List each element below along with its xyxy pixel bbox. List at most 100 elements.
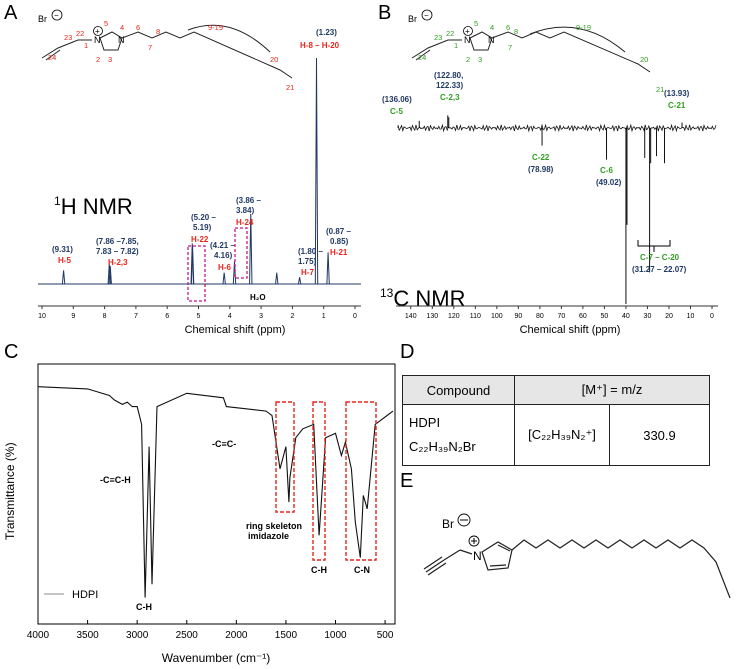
struct-label: 4 [120, 23, 124, 32]
h-label-shift: (0.87 – [326, 227, 351, 236]
h22-highlight-box [187, 245, 206, 302]
struct-label: 3 [478, 55, 482, 64]
h-label-shift: (4.21 – [210, 241, 235, 250]
h-label-assign: H-8 – H-20 [300, 41, 340, 50]
h-nmr-tick-label: 4 [228, 313, 232, 320]
mass-spec-table: Compound [M⁺] = m/z HDPI C₂₂H₃₉N₂Br [C₂₂… [402, 375, 710, 466]
h-label-shift: 7.83 – 7.82) [96, 247, 139, 256]
struct-label: 9-19 [576, 23, 591, 32]
c-label-shift: (13.93) [664, 89, 690, 98]
ir-tick-label: 1500 [275, 630, 298, 641]
ir-annot: C-H [311, 565, 327, 575]
c-nmr-tick-label: 110 [470, 313, 481, 320]
h-nmr-peak [61, 270, 66, 285]
h-label-assign: H-5 [58, 256, 71, 265]
c-nmr-title: 13C NMR [380, 286, 465, 311]
c-label-assign: C-6 [600, 166, 613, 175]
table-header-mz: [M⁺] = m/z [514, 375, 710, 405]
struct-label: 21 [286, 83, 294, 92]
struct-label: 2 [96, 55, 100, 64]
c-structure [411, 26, 651, 73]
h-nmr-tick-label: 8 [103, 313, 107, 320]
struct-label: Br [38, 14, 47, 24]
struct-label: Br [408, 14, 417, 24]
struct-label: 22 [446, 29, 454, 38]
panel-letter-b: B [378, 2, 392, 24]
ir-legend-label: HDPI [72, 589, 98, 601]
struct-label: 6 [136, 23, 140, 32]
struct-label: 8 [156, 27, 160, 36]
c-nmr-tick-label: 130 [426, 313, 438, 320]
h-label-shift: 5.19) [193, 223, 212, 232]
h-nmr-peak [249, 213, 253, 285]
h-nmr-tick-label: 3 [259, 313, 263, 320]
ir-annotations: -C≡C-H C-H -C≡C- ring skeleton imidazole… [100, 439, 370, 612]
h-label-shift: 1.75) [298, 257, 317, 266]
c-label-assign: C-7 – C-20 [640, 253, 680, 262]
h-nmr-axis: 10 9 8 7 6 5 4 3 2 1 0 [38, 305, 361, 320]
struct-label: + [465, 27, 470, 36]
struct-label: 24 [48, 53, 56, 62]
h-nmr-tick-label: 7 [134, 313, 138, 320]
struct-label: 20 [270, 55, 278, 64]
h-nmr-peak [297, 277, 302, 285]
table-cell-mz: 330.9 [609, 404, 710, 466]
ir-ylabel: Transmittance (%) [3, 442, 17, 540]
svg-text:−: − [54, 11, 59, 20]
c-nmr-chart: Br − 23 22 5 4 6 8 9-19 20 21 24 1 N N 2… [380, 9, 718, 336]
ir-tick-label: 2500 [176, 630, 199, 641]
struct-label: 23 [64, 33, 72, 42]
ir-axis: 4000 3500 3000 2500 2000 1500 1000 500 [27, 620, 394, 641]
ir-annot: imidazole [248, 531, 289, 541]
c-label-shift: (136.06) [382, 95, 412, 104]
h-nmr-tick-label: 1 [322, 313, 326, 320]
struct-label: 7 [148, 43, 152, 52]
h-label-shift: (3.86 – [236, 196, 261, 205]
h-label-assign: H-21 [330, 248, 348, 257]
negative-charge-icon [457, 513, 471, 527]
h-nmr-peak [314, 57, 319, 285]
panel-letter-e: E [400, 470, 414, 492]
h-nmr-xlabel: Chemical shift (ppm) [185, 324, 286, 336]
positive-charge-icon [468, 535, 480, 547]
h-nmr-peak [190, 245, 195, 285]
c-nmr-tick-label: 20 [665, 313, 673, 320]
c-label-assign: C-22 [532, 153, 550, 162]
c-nmr-tick-label: 10 [687, 313, 695, 320]
panel-letter-d: D [400, 341, 415, 363]
ir-highlight-boxes [275, 401, 377, 561]
h-label-shift: (5.20 – [191, 213, 216, 222]
struct-label: 9-19 [208, 23, 223, 32]
h-label-assign: H-22 [191, 235, 209, 244]
h-nmr-peak [107, 263, 111, 285]
c-nmr-annotations: (136.06) C-5 (122.80, 122.33) C-2,3 (13.… [382, 71, 690, 274]
struct-label: 8 [514, 27, 518, 36]
c-nmr-baseline [397, 123, 717, 133]
ir-plot [37, 386, 394, 598]
h-nmr-peak [222, 272, 226, 285]
h-nmr-peak [275, 272, 279, 285]
h-label-assign: H-7 [301, 268, 314, 277]
ring-skeleton-box [275, 401, 295, 513]
h24-highlight-box [234, 227, 248, 279]
ir-tick-label: 3500 [76, 630, 99, 641]
c-nmr-tick-label: 60 [579, 313, 587, 320]
c-nmr-tick-label: 80 [536, 313, 544, 320]
c-nmr-axis: 140 130 120 110 100 90 80 70 60 50 40 30 20 10 0 [396, 305, 718, 320]
h-label-shift: 0.85) [330, 237, 349, 246]
ir-tick-label: 3000 [126, 630, 149, 641]
h-nmr-annotations: (9.31) H-5 (7.86 –7.85, 7.83 – 7.82) H-2… [52, 28, 351, 302]
struct-label: 23 [434, 33, 442, 42]
c-label-assign: C-5 [390, 107, 403, 116]
c-label-shift: (49.02) [596, 178, 622, 187]
c-nmr-tick-label: 120 [448, 313, 460, 320]
h-nmr-tick-label: 10 [38, 313, 46, 320]
h-nmr-peak [108, 265, 112, 285]
h-nmr-tick-label: 2 [290, 313, 294, 320]
struct-label: 5 [104, 19, 108, 28]
h-label-shift: 4.16) [214, 251, 233, 260]
c7-c20-bracket [637, 240, 671, 252]
ir-annot: ring skeleton [246, 521, 302, 531]
c-nmr-tick-label: 90 [514, 313, 522, 320]
structure-bonds [423, 539, 731, 599]
